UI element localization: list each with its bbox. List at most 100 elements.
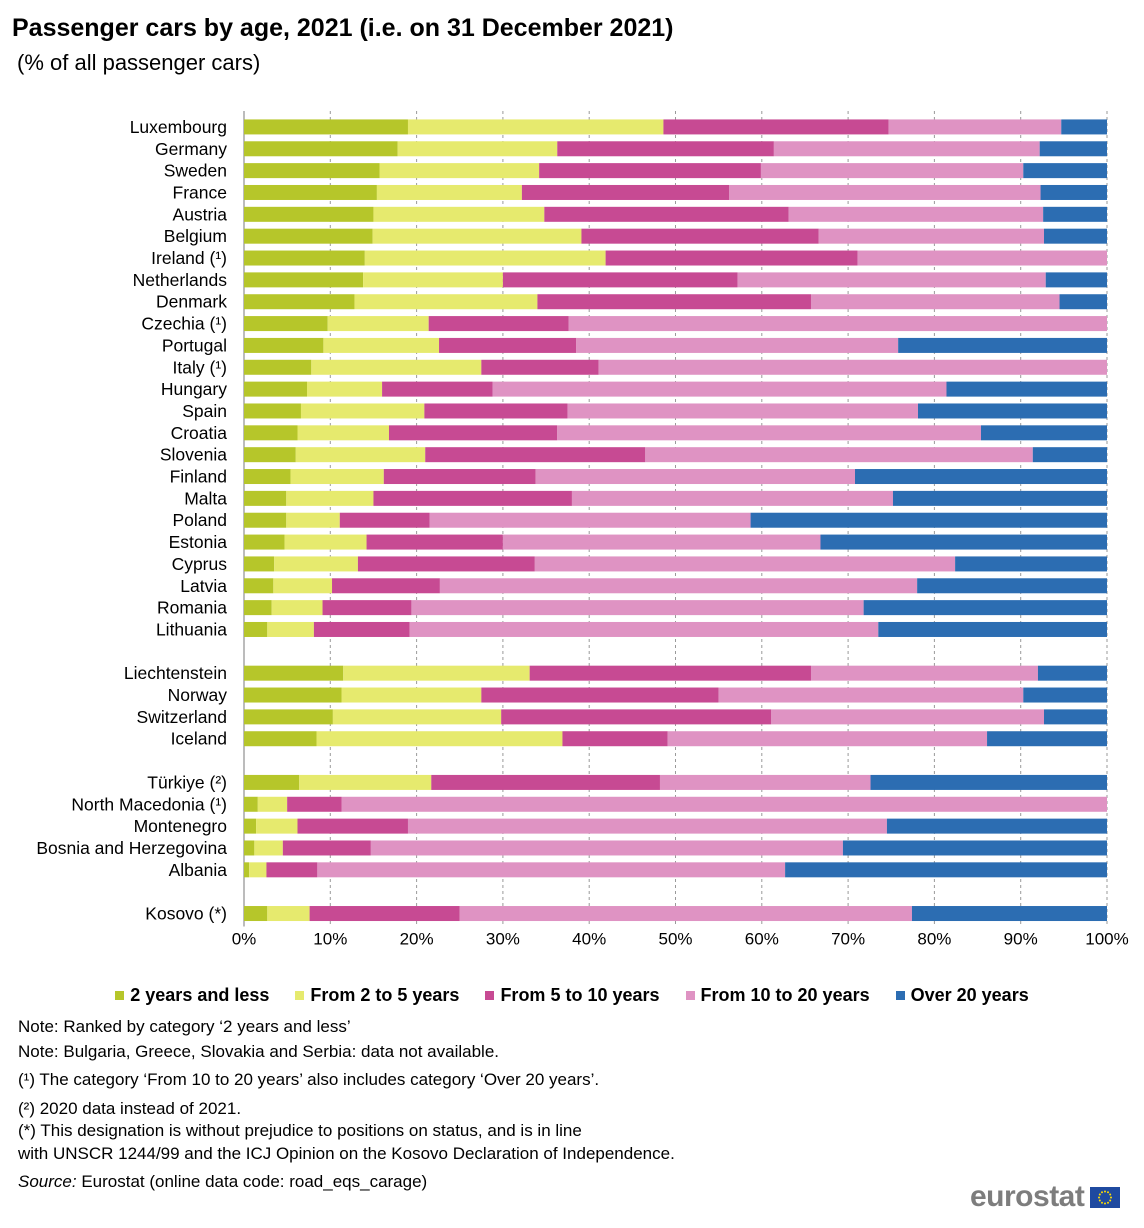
bar-segment [332,709,502,725]
bar-segment [571,490,893,506]
x-tick-label: 60% [745,929,779,948]
eurostat-wordmark: eurostat [970,1180,1085,1213]
category-label: Luxembourg [130,117,227,137]
category-label: Spain [182,401,227,421]
legend-item: 2 years and less [115,985,269,1006]
bar-segment [299,774,432,790]
bar-segment [820,534,1107,550]
bar-segment [737,272,1046,288]
category-label: Austria [173,204,228,224]
category-label: Switzerland [137,707,227,727]
note-kosovo-line-2: with UNSCR 1244/99 and the ICJ Opinion o… [18,1144,675,1163]
bar-segment [343,665,530,681]
legend-swatch [115,991,125,1000]
bar-segment [918,403,1107,419]
bar-segment [284,534,367,550]
legend-swatch [295,991,305,1000]
eu-flag-icon [1090,1186,1121,1208]
x-tick-label: 70% [831,929,865,948]
bar-segment [244,294,355,310]
bar-segment [568,316,1107,332]
bar-segment [332,578,440,594]
x-tick-label: 100% [1085,929,1128,948]
legend-item: From 10 to 20 years [685,985,870,1006]
bar-segment [1061,119,1107,135]
bar-segment [557,425,982,441]
x-tick-label: 50% [658,929,692,948]
source-text: Eurostat (online data code: road_eqs_car… [76,1172,428,1191]
bar-segment [870,774,1107,790]
bar-segment [1039,141,1107,157]
x-tick-label: 0% [232,929,257,948]
category-label: Bosnia and Herzegovina [36,838,227,858]
category-label: Italy (¹) [173,357,227,377]
category-label: Belgium [164,226,227,246]
bar-segment [244,250,365,266]
bar-segment [810,294,1060,310]
eurostat-logo: eurostat [970,1180,1121,1214]
bar-segment [492,381,947,397]
bar-segment [888,119,1062,135]
bar-segment [534,556,956,572]
bar-segment [987,731,1107,747]
x-tick-label: 30% [486,929,520,948]
bar-segment [855,469,1107,485]
note-ranking: Note: Ranked by category ‘2 years and le… [18,1017,351,1036]
bar-segment [539,163,761,179]
category-label: Albania [169,860,228,880]
category-label: Portugal [162,335,227,355]
bar-segment [878,621,1107,637]
bar-segment [428,316,569,332]
bar-segment [244,687,342,703]
category-label: Czechia (¹) [141,314,227,334]
bar-segment [244,578,274,594]
category-label: Sweden [164,161,227,181]
bar-segment [244,141,398,157]
bar-segment [760,163,1024,179]
bar-segment [898,337,1107,353]
bar-segment [911,906,1107,922]
bar-segment [788,206,1044,222]
bar-segment [1040,184,1107,200]
bar-segment [267,906,310,922]
category-label: North Macedonia (¹) [71,794,227,814]
bar-segment [273,578,333,594]
bar-segment [842,840,1107,856]
category-label: France [173,182,227,202]
note-kosovo-line-1: (*) This designation is without prejudic… [18,1121,582,1140]
bar-segment [244,119,408,135]
legend-item: From 5 to 10 years [485,985,660,1006]
bar-segment [244,796,258,812]
bar-segment [254,840,283,856]
bar-segment [576,337,899,353]
chart-subtitle: (% of all passenger cars) [17,50,261,75]
bar-segment [244,425,298,441]
bar-segment [306,381,383,397]
bar-segment [341,687,482,703]
bar-segment [1043,206,1107,222]
bar-segment [818,228,1045,244]
bar-segment [244,184,377,200]
bar-segment [290,469,384,485]
bar-segment [535,469,856,485]
bar-segment [373,206,545,222]
bar-segment [857,250,1107,266]
bar-segment [327,316,429,332]
bar-segment [244,469,291,485]
category-label: Malta [184,488,227,508]
category-label: Latvia [180,576,227,596]
bar-segment [244,272,364,288]
category-label: Romania [157,598,227,618]
bar-segment [271,600,323,616]
bar-segment [286,490,374,506]
bar-segment [339,512,430,528]
category-label: Türkiye (²) [147,772,227,792]
bar-segment [785,862,1107,878]
bar-segment [388,425,558,441]
category-label: Hungary [161,379,227,399]
category-label: Poland [173,510,228,530]
bar-segment [1037,665,1107,681]
x-tick-label: 80% [917,929,951,948]
legend-label: From 5 to 10 years [500,985,660,1005]
category-label: Denmark [156,292,227,312]
